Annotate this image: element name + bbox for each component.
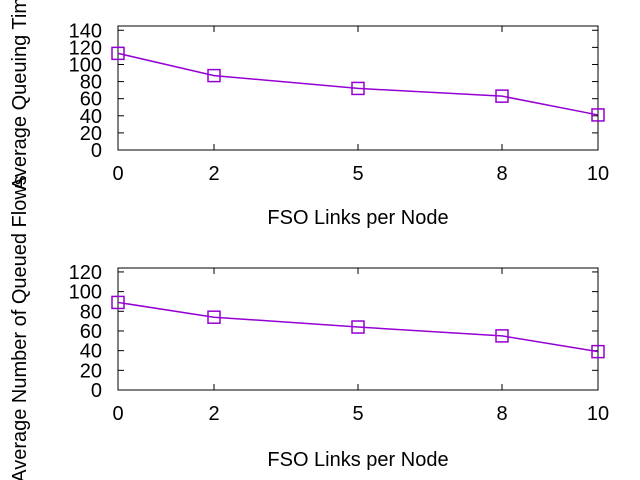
- x-tick-label: 5: [352, 403, 363, 425]
- x-tick-label: 2: [208, 403, 219, 425]
- data-point-marker: [495, 89, 509, 103]
- data-point-marker: [111, 295, 125, 310]
- x-tick-label: 8: [496, 403, 507, 425]
- y-tick-label: 20: [80, 123, 102, 145]
- y-tick-label: 140: [69, 20, 102, 42]
- plot-frame: [117, 267, 599, 391]
- y-tick-label: 60: [80, 89, 102, 111]
- data-point-marker: [351, 81, 365, 96]
- data-point-marker: [207, 310, 221, 324]
- y-tick-label: 80: [80, 301, 102, 323]
- data-point-marker: [111, 46, 125, 61]
- x-tick-label: 0: [112, 403, 123, 425]
- x-tick-label: 0: [112, 163, 123, 185]
- x-tick-label: 2: [208, 163, 219, 185]
- y-axis-title: Average Queuing Time: [9, 0, 31, 190]
- data-point-marker: [591, 108, 605, 122]
- x-axis-title: FSO Links per Node: [267, 449, 448, 471]
- data-point-marker: [591, 344, 605, 359]
- x-tick-label: 5: [352, 163, 363, 185]
- y-tick-label: 100: [69, 282, 102, 304]
- y-tick-label: 120: [69, 262, 102, 284]
- y-tick-label: 40: [80, 341, 102, 363]
- y-tick-label: 0: [91, 140, 102, 162]
- y-tick-label: 20: [80, 360, 102, 382]
- y-tick-label: 80: [80, 72, 102, 94]
- x-tick-label: 10: [587, 403, 609, 425]
- data-point-marker: [207, 68, 221, 83]
- data-point-marker: [351, 320, 365, 334]
- y-tick-label: 0: [91, 380, 102, 402]
- x-axis-title: FSO Links per Node: [267, 207, 448, 229]
- y-axis-title: Average Number of Queued Flows: [9, 175, 31, 480]
- y-tick-label: 120: [69, 37, 102, 59]
- series-line: [117, 301, 599, 353]
- data-point-marker: [495, 329, 509, 343]
- y-tick-label: 40: [80, 106, 102, 128]
- x-tick-label: 8: [496, 163, 507, 185]
- y-tick-label: 100: [69, 54, 102, 76]
- series-line: [117, 52, 599, 116]
- x-tick-label: 10: [587, 163, 609, 185]
- y-tick-label: 60: [80, 321, 102, 343]
